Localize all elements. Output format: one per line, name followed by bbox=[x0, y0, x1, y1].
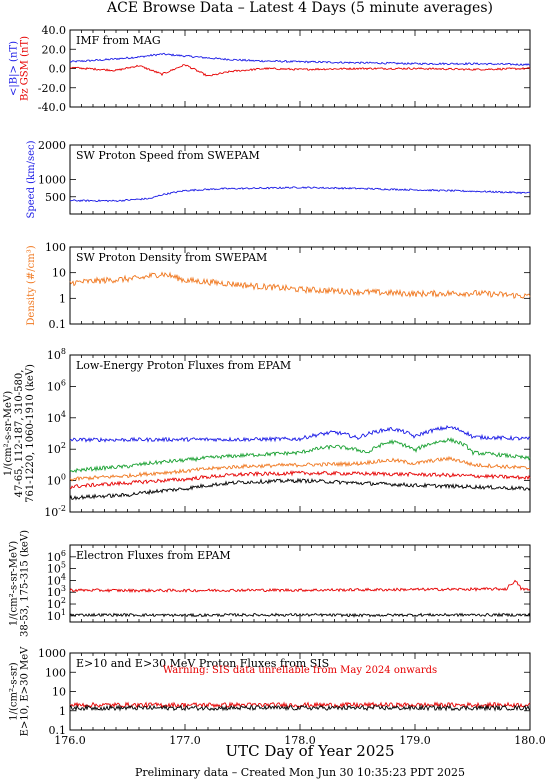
y-axis-label: <|B|> (nT) bbox=[9, 41, 20, 96]
x-axis-label: UTC Day of Year 2025 bbox=[226, 742, 395, 760]
panel-density: SW Proton Density from SWEPAM 100 10 1 0.1 De… bbox=[26, 241, 531, 331]
series-line--b- bbox=[69, 52, 531, 66]
x-tick-label: 179.0 bbox=[399, 734, 431, 747]
panel-sis: E>10 and E>30 MeV Proton Fluxes from SIS… bbox=[9, 646, 546, 747]
panel-protons: Low-Energy Proton Fluxes from EPAM108106… bbox=[3, 347, 531, 519]
series-line-density bbox=[69, 271, 531, 299]
y-tick-label: 10 bbox=[52, 686, 66, 699]
warning-annotation: Warning: SIS data unreliable from May 20… bbox=[163, 665, 437, 676]
y-tick-label: 1 bbox=[59, 292, 66, 305]
footer-text: Preliminary data – Created Mon Jun 30 10… bbox=[135, 766, 465, 779]
y-tick-label: 100 bbox=[45, 666, 66, 679]
y-tick-label: 1000 bbox=[38, 174, 66, 187]
x-tick-label: 176.0 bbox=[54, 734, 86, 747]
y-tick-label: 1000 bbox=[38, 647, 66, 660]
y-tick-label: 20.0 bbox=[42, 43, 67, 56]
panel-title: E>10 and E>30 MeV Proton Fluxes from SIS bbox=[76, 657, 329, 670]
y-tick-label: 0.0 bbox=[49, 63, 67, 76]
y-axis-label: Speed (km/sec) bbox=[26, 140, 37, 218]
series-line-1060-1910 bbox=[69, 477, 531, 501]
y-axis-label: 38-53, 175-315 (keV) bbox=[20, 530, 31, 637]
series-line-bz-gsm bbox=[69, 64, 531, 77]
y-axis-label: 1/(cm²-s-sr) bbox=[9, 662, 20, 721]
x-tick-label: 177.0 bbox=[169, 734, 201, 747]
panel-title: SW Proton Density from SWEPAM bbox=[76, 251, 267, 264]
panel-title: Electron Fluxes from EPAM bbox=[76, 549, 231, 562]
panel-electrons: Electron Fluxes from EPAM106105104103102… bbox=[9, 530, 531, 637]
panel-imf: IMF from MAG 40.0 20.0 0.0 -20.0 -40.0 <|B|> (… bbox=[9, 24, 531, 114]
series-line-38-53 bbox=[69, 579, 531, 593]
y-axis-label: E>10, E>30 MeV bbox=[20, 646, 31, 737]
y-axis-label: 1/(cm²-s-sr-MeV) bbox=[3, 391, 14, 476]
y-axis-label: 761-1220, 1060-1910 (keV) bbox=[25, 364, 36, 503]
panel-title: SW Proton Speed from SWEPAM bbox=[76, 149, 260, 162]
x-tick-label: 178.0 bbox=[284, 734, 316, 747]
y-axis-label: 1/(cm²-s-sr-MeV) bbox=[9, 541, 20, 626]
series-line-47-65 bbox=[69, 425, 531, 443]
y-tick-label: 40.0 bbox=[42, 24, 67, 37]
y-tick-label: 2000 bbox=[38, 139, 66, 152]
series-line-310-580 bbox=[69, 455, 531, 482]
series-line-112-187 bbox=[69, 436, 531, 474]
y-axis-label: Density (#/cm³) bbox=[26, 245, 37, 325]
y-tick-label: 1 bbox=[59, 705, 66, 718]
panel-speed: SW Proton Speed from SWEPAM 2000 1000 500 Sp… bbox=[26, 139, 531, 219]
y-tick-label: -20.0 bbox=[38, 82, 66, 95]
y-tick-label: 100 bbox=[45, 241, 66, 254]
series-line-e-30 bbox=[69, 704, 531, 712]
y-tick-label: 0.1 bbox=[49, 318, 67, 331]
x-tick-label: 180.0 bbox=[514, 734, 546, 747]
figure-title: ACE Browse Data – Latest 4 Days (5 minut… bbox=[106, 0, 493, 16]
panel-title: IMF from MAG bbox=[76, 34, 161, 47]
y-axis-label: 47-65, 112-187, 310-580, bbox=[14, 370, 25, 498]
panels: IMF from MAG 40.0 20.0 0.0 -20.0 -40.0 <|B|> (… bbox=[3, 24, 546, 747]
y-axis-label: Bz GSM (nT) bbox=[20, 36, 31, 101]
panel-title: Low-Energy Proton Fluxes from EPAM bbox=[76, 359, 291, 372]
series-line-e-10 bbox=[69, 701, 531, 709]
y-tick-label: -40.0 bbox=[38, 101, 66, 114]
y-tick-label: 500 bbox=[45, 191, 66, 204]
y-tick-label: 10 bbox=[52, 267, 66, 280]
series-line-speed bbox=[69, 186, 531, 203]
series-line-761-1220 bbox=[69, 470, 531, 490]
y-tick-label: 0.1 bbox=[49, 724, 67, 737]
series-line-175-315 bbox=[69, 612, 531, 618]
